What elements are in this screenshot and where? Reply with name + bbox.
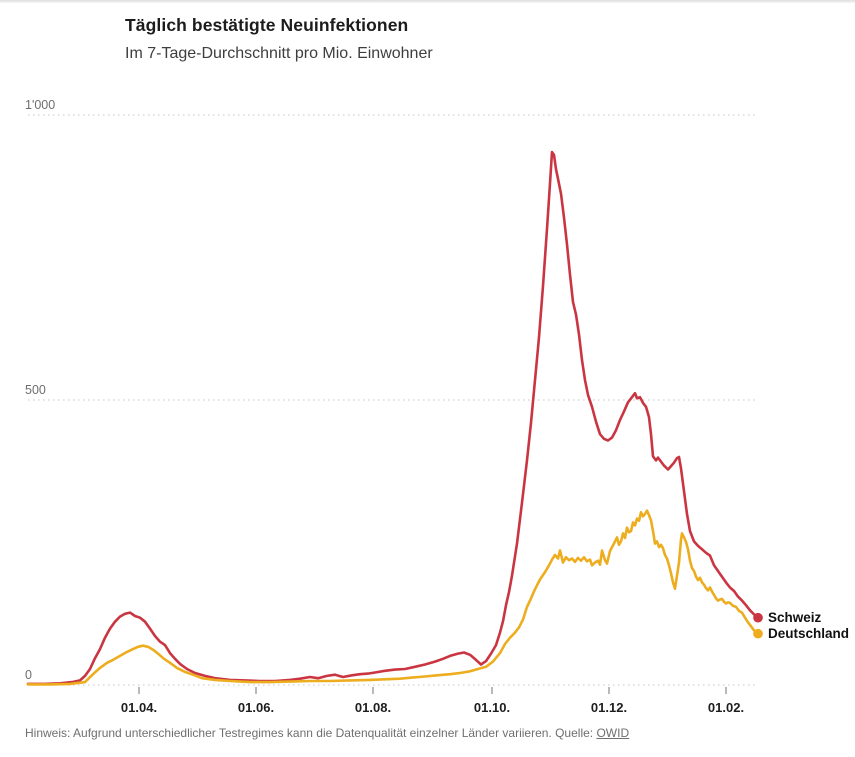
- series-endpoint-deutschland: [753, 628, 763, 639]
- chart-footnote: Hinweis: Aufgrund unterschiedlicher Test…: [25, 726, 629, 740]
- source-label: Quelle:: [555, 726, 594, 740]
- x-axis-label: 01.04.: [120, 700, 158, 715]
- legend-label-schweiz: Schweiz: [768, 610, 822, 625]
- footnote-text: Hinweis: Aufgrund unterschiedlicher Test…: [25, 726, 552, 740]
- series-line-schweiz: [26, 150, 759, 686]
- x-axis-label: 01.06.: [237, 700, 275, 715]
- series-endpoint-schweiz: [753, 612, 763, 623]
- x-axis-label: 01.12.: [590, 700, 628, 715]
- top-border: [0, 0, 855, 3]
- x-axis-label: 01.02.: [707, 700, 745, 715]
- series-line-deutschland: [26, 509, 759, 686]
- y-axis-label: 1'000: [25, 98, 56, 112]
- x-axis-label: 01.08.: [354, 700, 392, 715]
- x-axis-label: 01.10.: [473, 700, 511, 715]
- source-link-owid[interactable]: OWID: [596, 726, 630, 740]
- legend-label-deutschland: Deutschland: [768, 626, 850, 641]
- chart-subtitle: Im 7-Tage-Durchschnitt pro Mio. Einwohne…: [125, 45, 433, 62]
- y-axis-label: 500: [25, 383, 46, 397]
- chart-title: Täglich bestätigte Neuinfektionen: [125, 15, 409, 35]
- y-axis-label: 0: [25, 668, 32, 682]
- chart-header: Täglich bestätigte Neuinfektionen Im 7-T…: [125, 15, 433, 63]
